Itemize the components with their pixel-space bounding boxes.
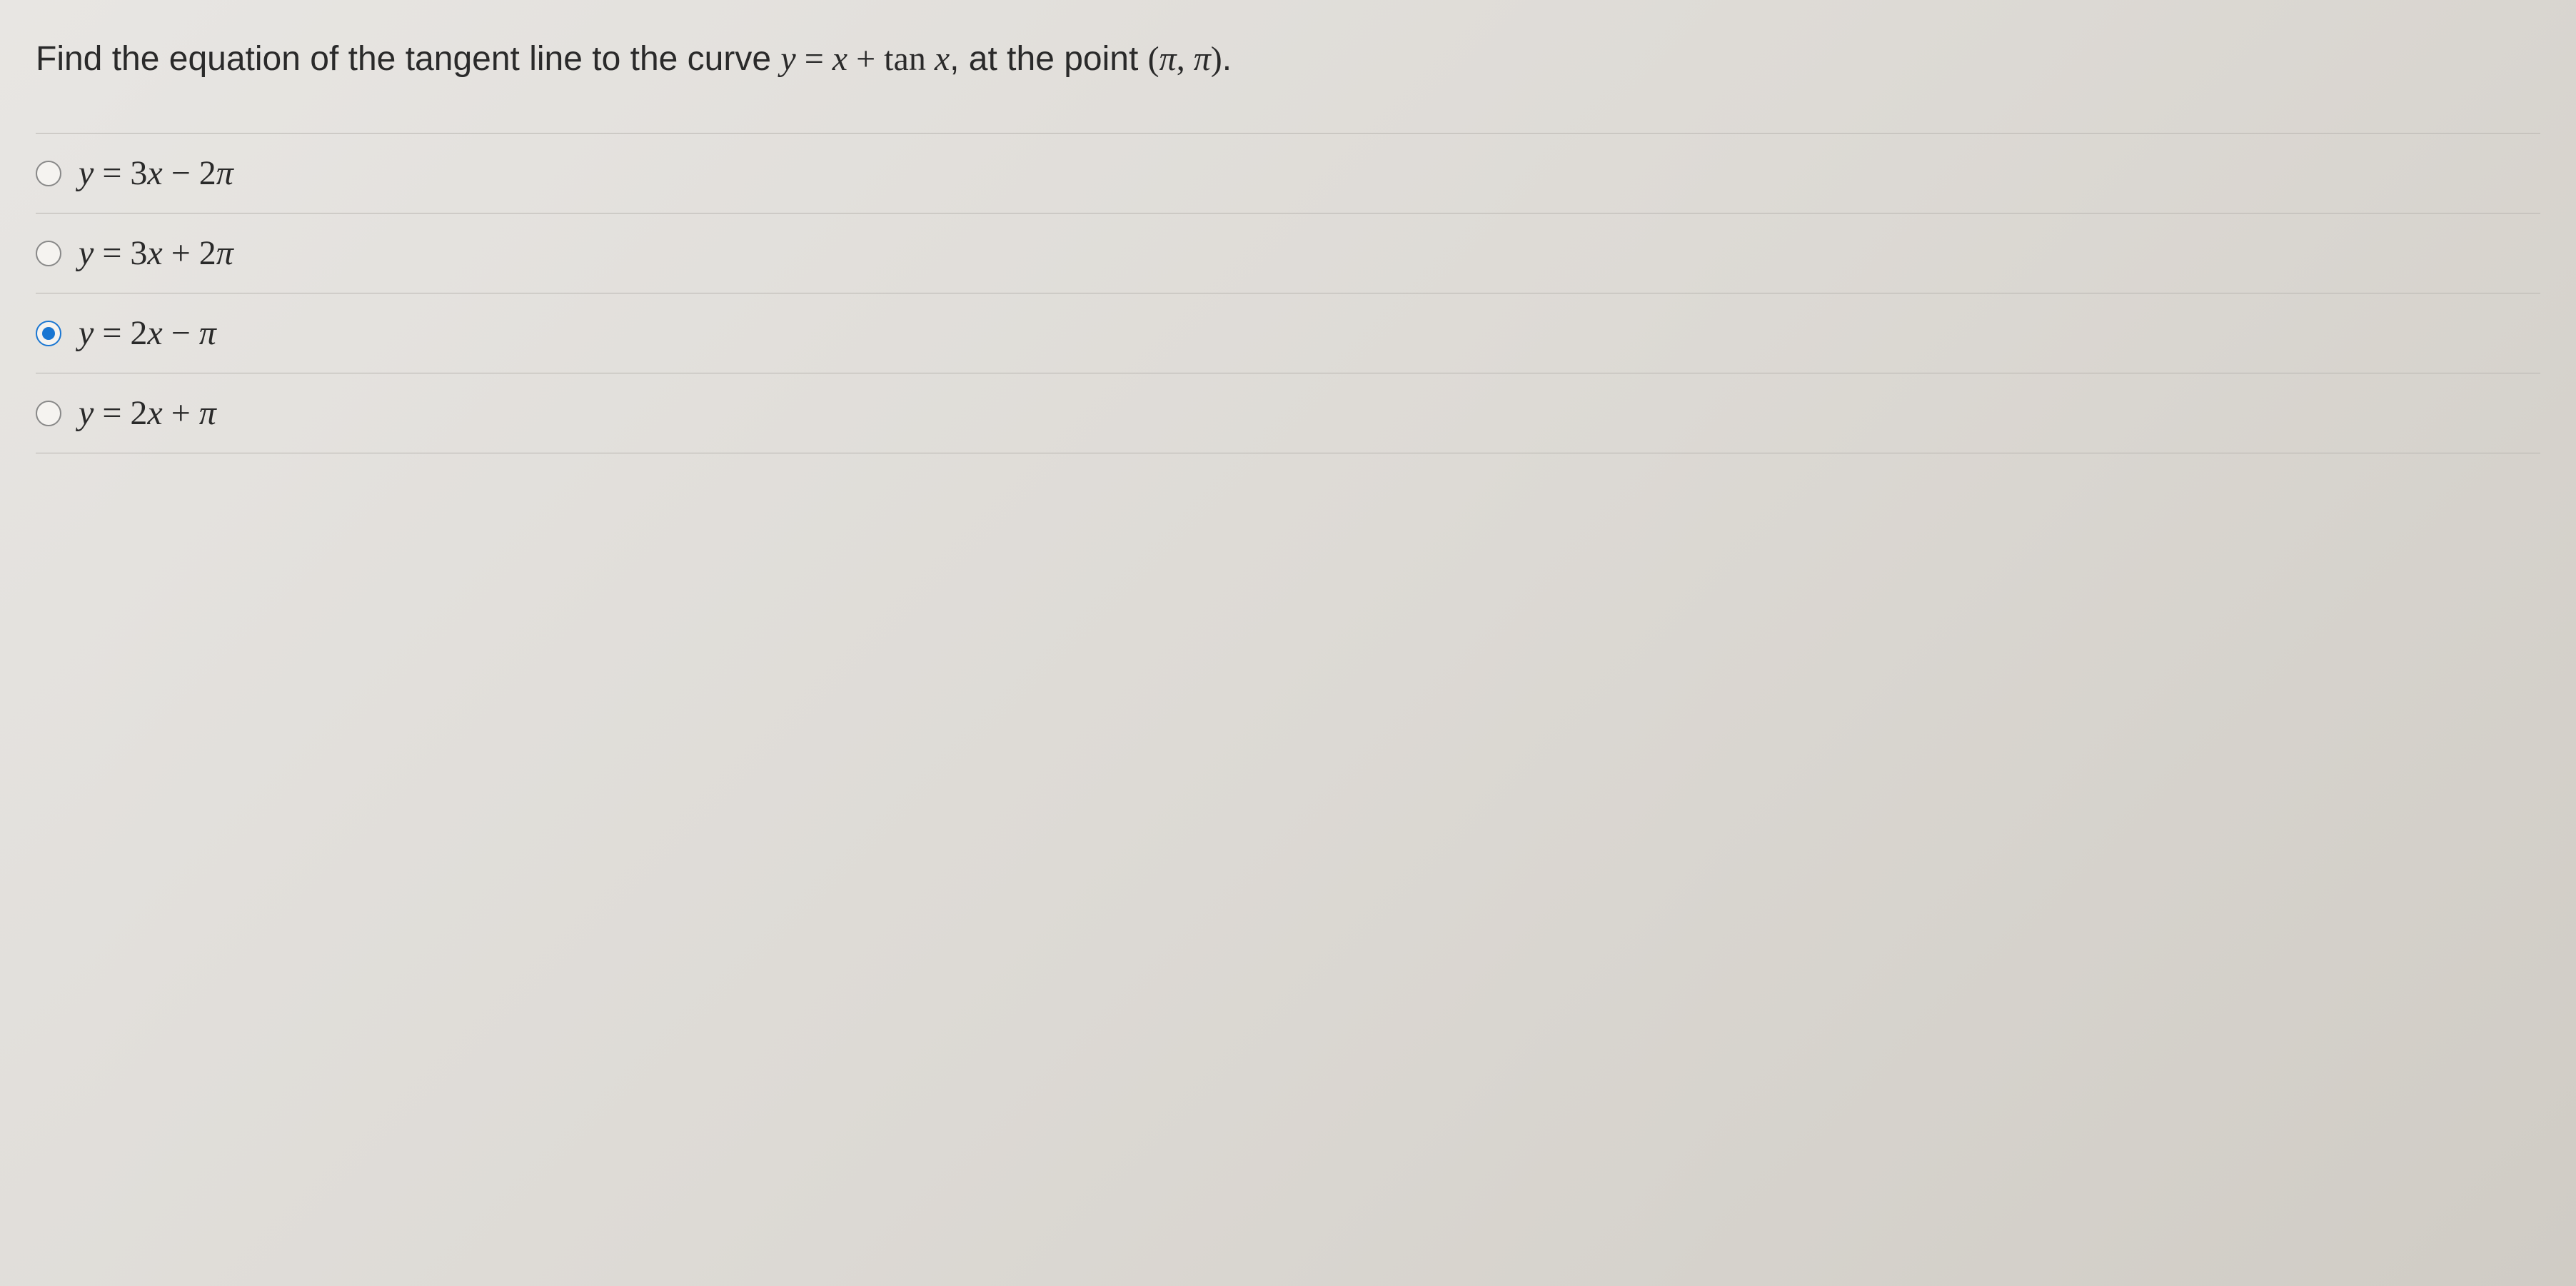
question-point: (π, π) <box>1148 40 1222 78</box>
option-label: y = 2x + π <box>79 393 216 433</box>
option-row[interactable]: y = 2x + π <box>36 373 2540 453</box>
radio-button[interactable] <box>36 161 61 186</box>
radio-button[interactable] <box>36 401 61 426</box>
question-prefix: Find the equation of the tangent line to… <box>36 40 780 78</box>
option-label: y = 3x + 2π <box>79 233 233 273</box>
radio-button-selected[interactable] <box>36 321 61 346</box>
question-suffix: . <box>1222 40 1232 78</box>
option-row[interactable]: y = 3x − 2π <box>36 134 2540 214</box>
option-label: y = 3x − 2π <box>79 154 233 193</box>
radio-button[interactable] <box>36 241 61 266</box>
option-row[interactable]: y = 2x − π <box>36 293 2540 373</box>
option-row[interactable]: y = 3x + 2π <box>36 214 2540 293</box>
question-equation: y = x + tan x <box>780 40 950 78</box>
question-text: Find the equation of the tangent line to… <box>36 29 2540 90</box>
option-label: y = 2x − π <box>79 313 216 353</box>
question-container: Find the equation of the tangent line to… <box>36 29 2540 453</box>
question-middle: , at the point <box>950 40 1148 78</box>
options-list: y = 3x − 2π y = 3x + 2π y = 2x − π y = 2… <box>36 133 2540 453</box>
